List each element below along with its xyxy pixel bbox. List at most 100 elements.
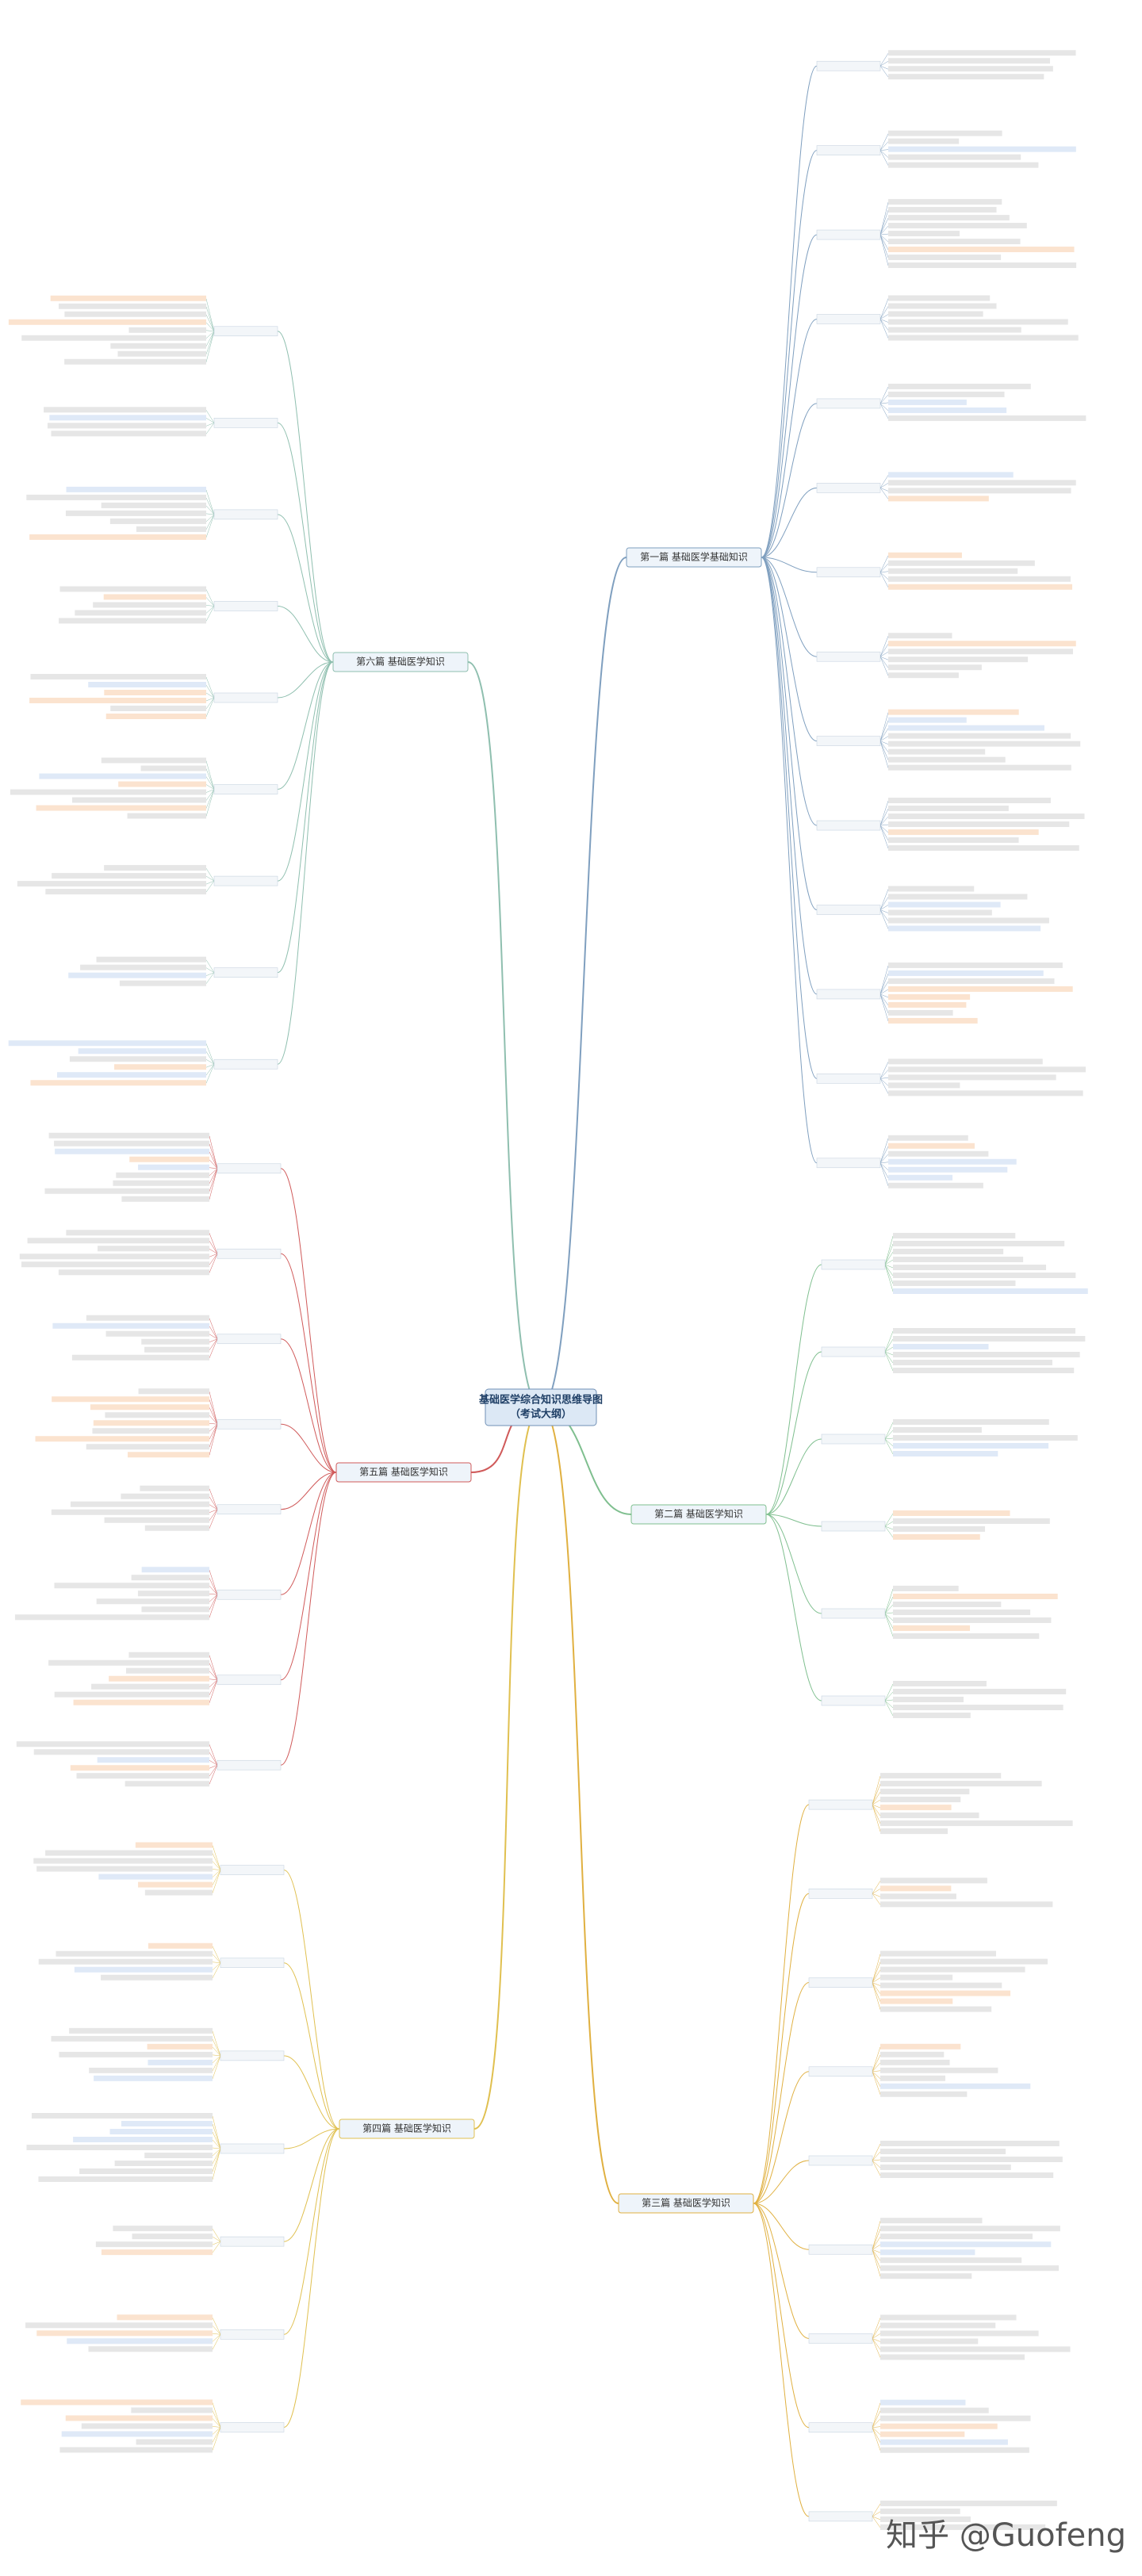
- sub-node: [220, 2422, 285, 2432]
- leaf-link: [872, 2160, 881, 2176]
- leaf-link: [879, 234, 889, 258]
- sub-link: [277, 514, 334, 663]
- center-title: 基础医学综合知识思维导图: [478, 1394, 603, 1407]
- leaf-link: [212, 1861, 221, 1870]
- leaf-link: [879, 1078, 889, 1086]
- leaf-link: [205, 875, 215, 882]
- sub-node: [213, 875, 278, 886]
- leaf-link: [872, 2426, 881, 2428]
- sub-node: [213, 784, 278, 794]
- leaf-text: [880, 2447, 1029, 2453]
- leaf-link: [209, 1249, 218, 1254]
- leaf-text: [103, 594, 206, 600]
- sub-link: [761, 65, 818, 558]
- leaf-link: [872, 2237, 881, 2250]
- leaf-text: [880, 2149, 1006, 2154]
- leaf-link: [209, 1578, 218, 1595]
- leaf-text: [893, 1697, 964, 1702]
- sub-node: [816, 145, 881, 155]
- leaf-link: [884, 1613, 894, 1629]
- leaf-link: [872, 2503, 881, 2517]
- leaf-link: [884, 1346, 894, 1353]
- leaf-text: [59, 586, 206, 592]
- leaf-link: [884, 1438, 894, 1447]
- sub-node: [808, 2511, 873, 2522]
- leaf-text: [888, 391, 1005, 397]
- leaf-link: [879, 483, 889, 488]
- leaf-link: [872, 1805, 881, 1832]
- leaf-link: [879, 741, 889, 744]
- leaf-text: [105, 1330, 209, 1337]
- leaf-text: [118, 781, 206, 787]
- leaf-text: [90, 1404, 209, 1410]
- leaf-text: [880, 1966, 1025, 1973]
- leaf-text: [66, 1230, 209, 1236]
- sub-link: [765, 1514, 822, 1527]
- leaf-link: [205, 1064, 215, 1076]
- leaf-text: [880, 2407, 989, 2413]
- leaf-text: [893, 1451, 998, 1456]
- leaf-link: [879, 808, 889, 826]
- leaf-text: [888, 576, 1071, 582]
- leaf-text: [30, 1080, 207, 1086]
- leaf-link: [209, 1509, 218, 1521]
- leaf-text: [880, 1982, 1002, 1988]
- sub-link: [283, 2128, 340, 2428]
- leaf-text: [893, 1610, 1031, 1615]
- leaf-link: [212, 2410, 221, 2428]
- leaf-text: [52, 1396, 209, 1403]
- leaf-link: [212, 2054, 221, 2057]
- leaf-text: [880, 2218, 983, 2224]
- leaf-link: [884, 1683, 894, 1701]
- sub-link: [761, 403, 818, 558]
- sub-node: [821, 1259, 886, 1270]
- leaf-link: [879, 1070, 889, 1079]
- leaf-link: [209, 1679, 218, 1695]
- leaf-link: [872, 2221, 881, 2250]
- leaf-text: [880, 2091, 968, 2097]
- sub-node: [217, 1163, 282, 1174]
- leaf-link: [879, 555, 889, 572]
- leaf-link: [205, 605, 215, 607]
- sub-link: [280, 1472, 337, 1766]
- leaf-link: [879, 314, 889, 320]
- leaf-text: [14, 1614, 210, 1621]
- leaf-link: [205, 314, 215, 331]
- leaf-text: [888, 239, 1021, 245]
- leaf-link: [872, 2249, 881, 2269]
- leaf-link: [884, 1513, 894, 1527]
- leaf-link: [205, 760, 215, 790]
- leaf-text: [880, 1789, 970, 1795]
- detail-blocks: [8, 50, 1088, 2530]
- leaf-link: [205, 784, 215, 790]
- leaf-link: [879, 133, 889, 151]
- leaf-link: [872, 1982, 881, 1986]
- leaf-link: [205, 967, 215, 973]
- leaf-link: [879, 306, 889, 320]
- leaf-link: [209, 1678, 218, 1680]
- leaf-text: [96, 956, 206, 963]
- leaf-text: [880, 2399, 966, 2406]
- leaf-link: [872, 2325, 881, 2339]
- leaf-link: [209, 1509, 218, 1513]
- leaf-text: [10, 789, 206, 795]
- leaf-link: [879, 993, 889, 1014]
- leaf-text: [888, 415, 1086, 421]
- leaf-link: [205, 1063, 215, 1068]
- leaf-text: [888, 1017, 978, 1024]
- sub-link: [277, 661, 334, 882]
- leaf-text: [893, 1586, 959, 1591]
- leaf-text: [880, 2043, 961, 2050]
- leaf-link: [884, 1604, 894, 1614]
- leaf-text: [880, 1998, 953, 2004]
- sub-link: [280, 1253, 337, 1473]
- leaf-link: [212, 2148, 221, 2180]
- leaf-link: [879, 235, 889, 266]
- leaf-text: [138, 1388, 209, 1395]
- branch-node: [618, 2193, 754, 2214]
- leaf-text: [33, 1858, 213, 1864]
- leaf-text: [893, 1368, 1075, 1373]
- leaf-link: [205, 776, 215, 790]
- leaf-text: [893, 1534, 980, 1540]
- leaf-link: [879, 65, 889, 70]
